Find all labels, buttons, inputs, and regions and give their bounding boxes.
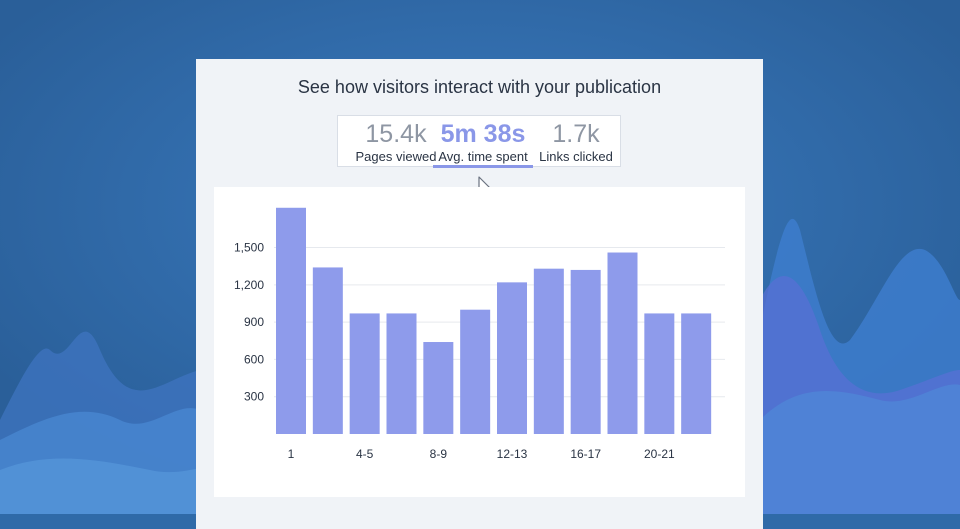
bar <box>349 313 380 434</box>
x-tick-label: 12-13 <box>497 447 528 461</box>
y-tick-label: 900 <box>244 315 264 329</box>
chart-panel: 300 600 900 1,200 1,500 1 4-5 8-9 12-13 16-17 20-2… <box>214 187 745 497</box>
y-tick-label: 300 <box>244 390 264 404</box>
y-tick-label: 600 <box>244 352 264 366</box>
x-tick-label: 1 <box>288 447 295 461</box>
bar <box>497 282 527 434</box>
bar <box>533 268 564 434</box>
card-title: See how visitors interact with your publ… <box>297 77 662 97</box>
bar <box>607 252 638 434</box>
x-tick-label: 8-9 <box>430 447 448 461</box>
x-tick-label: 4-5 <box>356 447 374 461</box>
stats-tabs: 15.4k Pages viewed 5m 38s Avg. time spen… <box>337 115 624 168</box>
tab-links-clicked[interactable]: 1.7k Links clicked <box>528 116 624 164</box>
bar <box>460 309 491 434</box>
bar <box>312 267 343 434</box>
tab-pages-viewed[interactable]: 15.4k Pages viewed <box>346 116 446 164</box>
bar-chart: 300 600 900 1,200 1,500 1 4-5 8-9 12-13 16-17 20-2… <box>234 207 725 461</box>
analytics-card: See how visitors interact with your publ… <box>196 59 763 529</box>
pages-viewed-label: Pages viewed <box>355 149 437 164</box>
avg-time-spent-label: Avg. time spent <box>438 149 528 164</box>
bar <box>644 313 675 434</box>
bar <box>570 269 601 434</box>
avg-time-spent-value: 5m 38s <box>440 120 526 148</box>
links-clicked-label: Links clicked <box>539 149 613 164</box>
tab-avg-time-spent[interactable]: 5m 38s Avg. time spent <box>433 116 533 168</box>
pages-viewed-value: 15.4k <box>365 120 427 148</box>
bar <box>681 313 712 434</box>
y-tick-label: 1,200 <box>234 278 264 292</box>
x-tick-label: 16-17 <box>570 447 601 461</box>
bar <box>423 342 454 434</box>
bar <box>386 313 417 434</box>
bar <box>276 207 306 434</box>
links-clicked-value: 1.7k <box>552 120 600 148</box>
x-tick-label: 20-21 <box>644 447 675 461</box>
y-tick-label: 1,500 <box>234 241 264 255</box>
